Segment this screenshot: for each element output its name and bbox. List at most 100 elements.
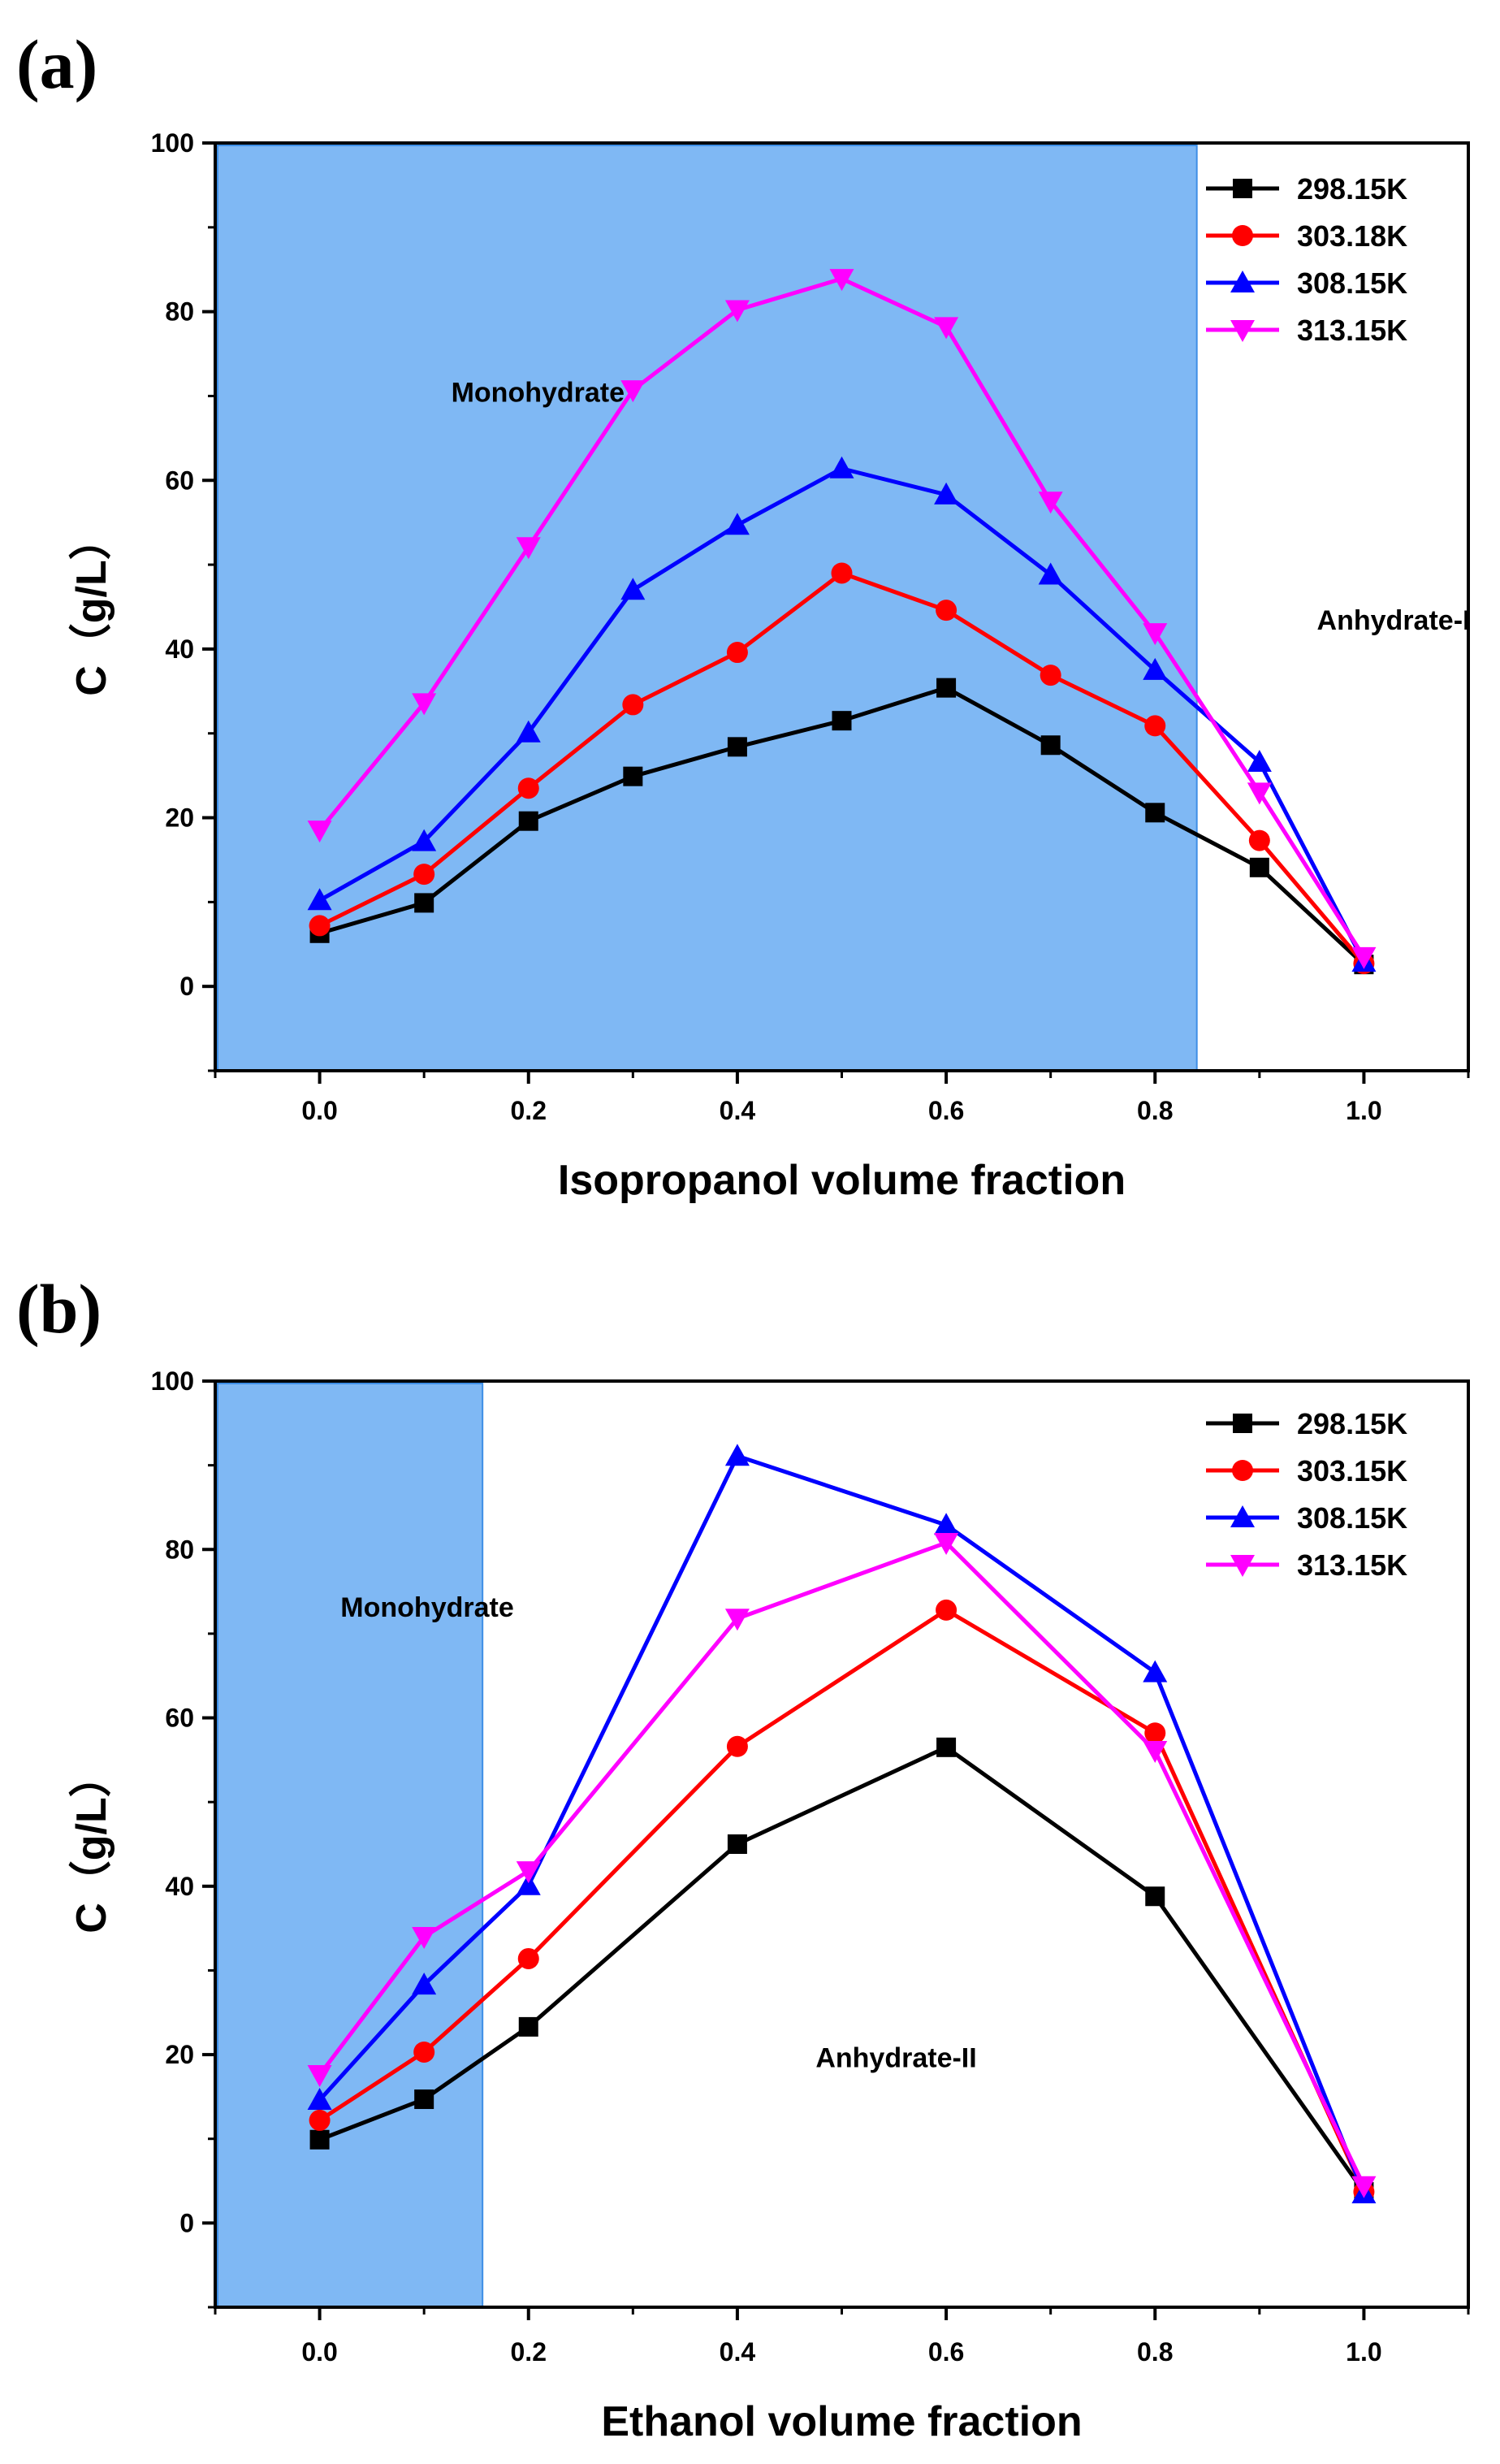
data-point-298.15K: [1145, 1886, 1165, 1907]
data-point-313.15K: [1351, 946, 1377, 969]
region-label-anhydrate-i: Anhydrate-I: [1317, 605, 1471, 636]
data-point-303.18K: [726, 642, 748, 664]
y-tick-label: 80: [165, 297, 194, 327]
data-point-303.15K: [1144, 1722, 1166, 1744]
data-point-313.15K: [412, 693, 437, 716]
data-point-303.18K: [622, 694, 644, 716]
x-axis-title: Ethanol volume fraction: [601, 2398, 1082, 2445]
x-tick-label: 0.8: [1137, 1096, 1173, 1125]
panel-label: (b): [16, 1270, 102, 1348]
data-point-308.15K: [934, 482, 959, 504]
y-tick-label: 0: [179, 972, 194, 1001]
x-tick-label: 0.0: [301, 2337, 337, 2367]
legend: 298.15K 303.15K 308.15K 313.15K: [1206, 1407, 1407, 1582]
legend-label-303.18K: 303.18K: [1297, 219, 1407, 253]
data-point-313.15K: [412, 1927, 437, 1949]
data-point-313.15K: [724, 1609, 750, 1631]
data-point-308.15K: [1247, 750, 1272, 773]
x-tick-label: 0.6: [928, 1096, 964, 1125]
legend-marker-313.15K: [1230, 320, 1255, 342]
y-tick-label: 100: [151, 128, 194, 158]
data-point-298.15K: [309, 2129, 330, 2150]
data-point-303.15K: [936, 1599, 957, 1621]
legend-label-308.15K: 308.15K: [1297, 266, 1407, 300]
data-point-298.15K: [936, 678, 957, 698]
shaded-region: [217, 1383, 484, 2308]
data-point-313.15K: [620, 380, 646, 403]
legend-marker-308.15K: [1230, 271, 1255, 292]
data-point-303.15K: [517, 1947, 539, 1969]
x-tick-label: 0.6: [928, 2337, 964, 2367]
x-tick-label: 1.0: [1346, 2337, 1381, 2367]
panel-b: (b) Monohydrate Anhydrate-II 0.0 0.2 0.4 0.6 0.…: [16, 1270, 1470, 2445]
data-point-303.15K: [726, 1735, 748, 1757]
legend-label-298.15K: 298.15K: [1297, 172, 1407, 206]
legend-label-313.15K: 313.15K: [1297, 314, 1407, 347]
x-axis-title: Isopropanol volume fraction: [558, 1157, 1126, 1204]
data-point-298.15K: [518, 811, 538, 831]
data-point-303.15K: [309, 2109, 331, 2131]
y-tick-label: 20: [165, 2040, 194, 2069]
data-point-313.15K: [1143, 623, 1168, 646]
data-point-308.15K: [724, 513, 750, 535]
data-point-298.15K: [936, 1737, 957, 1757]
region-label-monohydrate: Monohydrate: [452, 378, 625, 409]
data-point-313.15K: [516, 537, 541, 560]
data-point-308.15K: [307, 2088, 332, 2111]
panel-a: (a) Monohydrate Anhydrate-I 0.0 0.2 0.4 0.6 0.8…: [16, 25, 1470, 1204]
data-point-303.18K: [517, 777, 539, 799]
data-point-308.15K: [412, 829, 437, 851]
data-point-308.15K: [934, 1513, 959, 1535]
data-point-308.15K: [516, 1873, 541, 1895]
data-point-303.15K: [413, 2041, 435, 2063]
x-tick-label: 1.0: [1346, 1096, 1381, 1125]
data-point-313.15K: [724, 300, 750, 323]
legend-marker-308.15K: [1230, 1505, 1255, 1527]
legend-label-308.15K: 308.15K: [1297, 1501, 1407, 1535]
x-tick-label: 0.2: [511, 1096, 547, 1125]
x-tick-label: 0.2: [511, 2337, 547, 2367]
shaded-region: [217, 145, 1198, 1072]
y-tick-label: 80: [165, 1535, 194, 1564]
data-point-308.15K: [516, 720, 541, 743]
data-point-298.15K: [727, 737, 747, 757]
data-point-308.15K: [724, 1444, 750, 1466]
data-point-298.15K: [1145, 803, 1165, 823]
y-tick-label: 0: [179, 2208, 194, 2237]
legend-label-303.15K: 303.15K: [1297, 1454, 1407, 1487]
data-point-313.15K: [934, 317, 959, 340]
data-point-303.18K: [309, 915, 331, 937]
data-point-308.15K: [307, 888, 332, 911]
data-point-313.15K: [1247, 782, 1272, 805]
region-label-anhydrate-ii: Anhydrate-II: [815, 2043, 976, 2074]
data-point-298.15K: [1249, 857, 1269, 877]
y-tick-label: 20: [165, 803, 194, 833]
y-tick-label: 40: [165, 634, 194, 664]
data-point-308.15K: [412, 1972, 437, 1995]
x-tick-label: 0.4: [720, 2337, 756, 2367]
x-tick-label: 0.8: [1137, 2337, 1173, 2367]
data-point-313.15K: [934, 1532, 959, 1555]
data-point-298.15K: [414, 2089, 434, 2110]
data-point-303.18K: [1144, 715, 1166, 737]
data-point-303.18K: [1248, 829, 1270, 851]
legend-marker-298.15K: [1233, 179, 1252, 198]
data-point-298.15K: [832, 711, 852, 731]
x-tick-label: 0.0: [301, 1096, 337, 1125]
panel-label: (a): [16, 25, 97, 103]
data-point-303.18K: [831, 562, 853, 584]
data-point-308.15K: [1038, 562, 1063, 585]
legend-label-313.15K: 313.15K: [1297, 1548, 1407, 1582]
data-point-298.15K: [518, 2016, 538, 2037]
y-axis-title: C（g/L）: [68, 1755, 115, 1934]
data-point-308.15K: [620, 578, 646, 600]
data-point-313.15K: [307, 2064, 332, 2087]
legend-marker-313.15K: [1230, 1555, 1255, 1577]
legend-marker-298.15K: [1233, 1414, 1252, 1433]
x-tick-label: 0.4: [720, 1096, 756, 1125]
legend: 298.15K 303.18K 308.15K 313.15K: [1206, 172, 1407, 347]
data-point-298.15K: [414, 893, 434, 913]
data-point-298.15K: [727, 1834, 747, 1854]
y-axis-title: C（g/L）: [68, 517, 115, 696]
data-point-313.15K: [307, 821, 332, 843]
